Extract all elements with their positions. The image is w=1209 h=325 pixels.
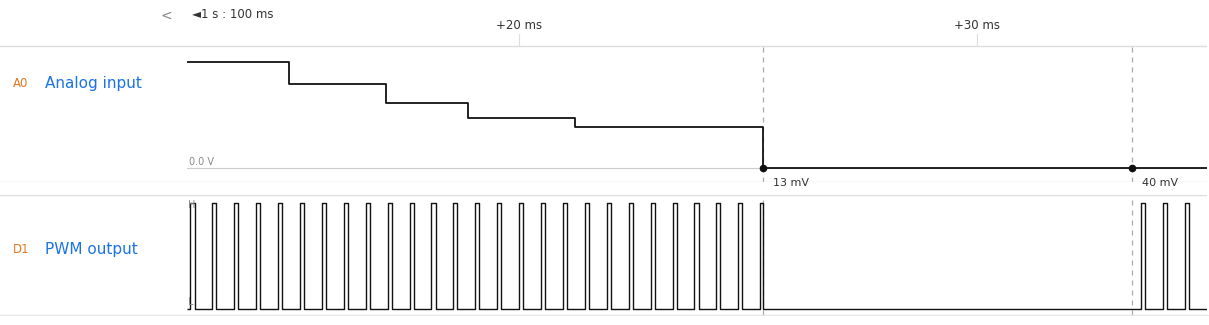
Text: <: < [161,8,172,22]
Text: ◄1 s : 100 ms: ◄1 s : 100 ms [192,8,274,21]
Text: PWM output: PWM output [45,241,138,257]
Text: Analog input: Analog input [45,76,141,91]
Text: +20 ms: +20 ms [496,19,542,32]
Text: A0: A0 [13,77,29,90]
Text: 40 mV: 40 mV [1143,178,1179,188]
Text: D1: D1 [13,242,30,255]
Text: +30 ms: +30 ms [954,19,1000,32]
Text: 13 mV: 13 mV [774,178,810,188]
Text: L: L [189,297,193,307]
Text: 0.0 V: 0.0 V [190,157,214,167]
Text: H: H [189,201,196,210]
